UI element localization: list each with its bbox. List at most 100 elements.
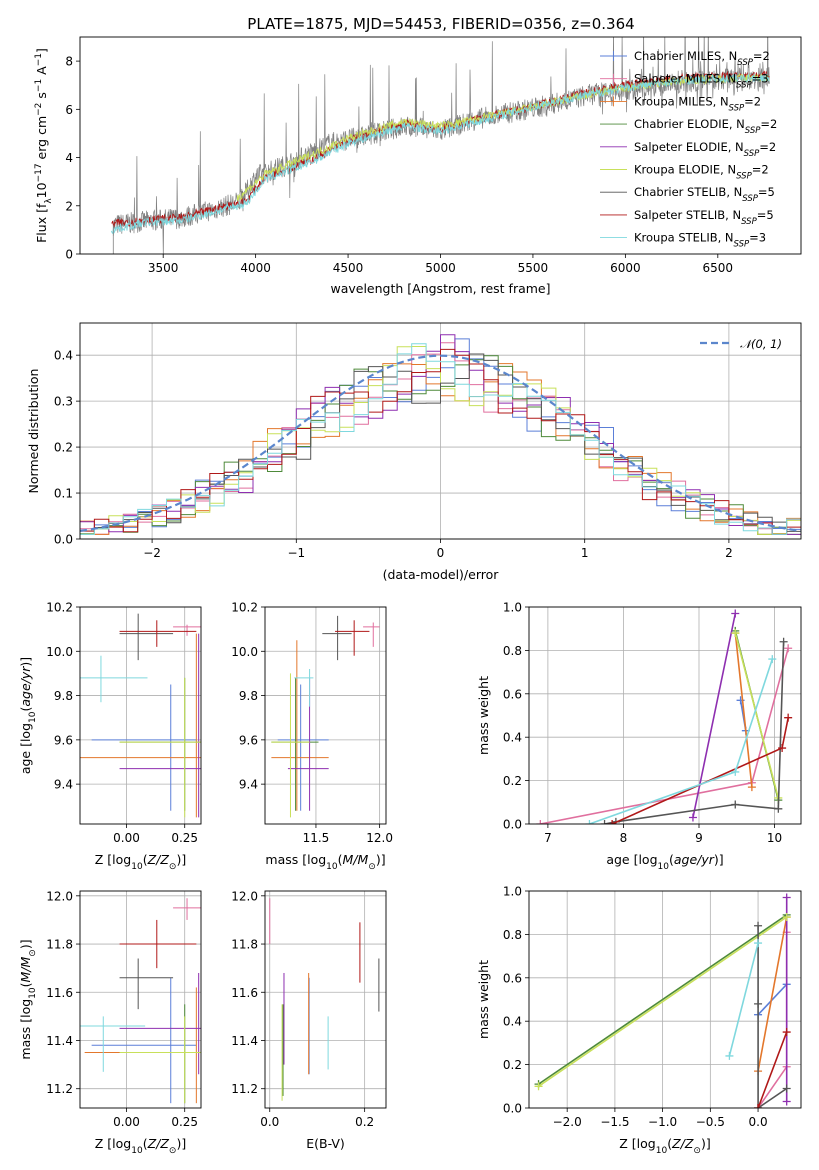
y-tick-label: 10.2: [46, 601, 73, 615]
x-tick-label: 0.00: [113, 1115, 140, 1129]
error-bar-point: [119, 613, 174, 661]
y-tick-label: 0.8: [503, 928, 522, 942]
mass-weight-marker: [782, 1028, 791, 1037]
legend-entry: 𝒩(0, 1): [740, 337, 782, 351]
mass-weight-series: [725, 939, 763, 1060]
y-tick-label: 1.0: [503, 601, 522, 615]
x-tick-label: 1: [581, 546, 589, 560]
legend-entry: Kroupa MILES, NSSP=2: [634, 94, 761, 113]
y-tick-label: 9.4: [239, 778, 258, 792]
y-tick-label: 0.8: [503, 644, 522, 658]
mass-weight-line: [757, 932, 788, 1108]
mass-weight-marker: [784, 713, 793, 722]
x-tick-label: 0.00: [113, 831, 140, 845]
y-tick-label: 10.0: [231, 645, 258, 659]
y-tick-label: 10.2: [231, 601, 258, 615]
x-tick-label: 2: [725, 546, 733, 560]
x-tick-label: 9: [695, 831, 703, 845]
y-tick-label: 12.0: [46, 889, 73, 903]
legend-entry: Salpeter STELIB, NSSP=5: [634, 208, 774, 227]
x-axis-label: E(B-V): [306, 1136, 345, 1151]
mass-weight-line: [734, 632, 753, 788]
y-tick-label: 0.2: [503, 774, 522, 788]
y-tick-label: 4: [65, 151, 73, 165]
y-tick-label: 1.0: [503, 885, 522, 899]
mass-weight-line: [589, 658, 774, 824]
error-bar-point: [271, 677, 319, 811]
error-bar-point: [335, 620, 370, 656]
mass-weight-marker: [768, 655, 777, 664]
y-tick-label: 11.6: [46, 986, 73, 1000]
mass-weight-series: [754, 980, 791, 1019]
y-tick-label: 2: [65, 199, 73, 213]
y-tick-label: 11.8: [231, 938, 258, 952]
grid-lines: [529, 606, 801, 825]
y-tick-label: 11.6: [231, 986, 258, 1000]
tick-labels: 11.5 12.0 9.4 9.6 9.8 10.0 10.2: [231, 601, 393, 846]
x-axis-label: Z [log10(Z/Z⊙)]: [95, 852, 186, 872]
y-tick-label: 11.2: [231, 1082, 258, 1096]
mass-weight-marker: [731, 629, 740, 638]
histogram-line: [80, 348, 801, 535]
mass-weight-marker: [585, 820, 594, 824]
plot-area: [536, 609, 793, 824]
error-bar-point: [173, 624, 201, 636]
mass-weight-series: [754, 921, 791, 1108]
x-axis-label: age [log10(age/yr)]: [606, 852, 723, 872]
grid-lines: [265, 606, 386, 824]
x-tick-label: −1: [287, 546, 305, 560]
mass-weight-marker: [779, 637, 788, 646]
y-tick-label: 9.4: [54, 778, 73, 792]
y-axis-label: Normed distribution: [26, 369, 41, 494]
y-tick-label: 12.0: [231, 889, 258, 903]
plot-frame: [528, 606, 802, 825]
y-tick-label: 0.2: [54, 441, 73, 455]
error-bar-point: [119, 677, 201, 818]
mass-weight-marker: [731, 609, 740, 618]
mass-weight-series: [585, 655, 777, 824]
error-bar-point: [277, 684, 329, 811]
grid-lines: [80, 891, 201, 1108]
legend: 𝒩(0, 1): [700, 337, 782, 351]
tick-labels: −2 −1 0 1 2 0.0 0.1 0.2 0.3 0.4: [54, 349, 733, 560]
legend: Chabrier MILES, NSSP=2 Salpeter MILES, NS…: [600, 49, 777, 250]
y-tick-label: 9.6: [239, 733, 258, 747]
plot-frame: [79, 606, 202, 825]
error-bar-point: [80, 1016, 146, 1072]
y-tick-label: 0.0: [54, 533, 73, 547]
y-tick-label: 0: [65, 248, 73, 262]
legend-entry: Chabrier MILES, NSSP=2: [634, 49, 770, 68]
mass-weight-series: [754, 928, 791, 1108]
mass-weight-line: [538, 916, 788, 1087]
error-bar-point: [363, 622, 380, 647]
mass-weight-marker: [600, 820, 609, 824]
figure-title: PLATE=1875, MJD=54453, FIBERID=0356, z=0…: [247, 15, 634, 33]
error-bar-point: [287, 677, 329, 811]
plot-frame: [264, 606, 387, 825]
mass-weight-marker: [782, 1084, 791, 1093]
legend-entry: Kroupa STELIB, NSSP=3: [634, 231, 766, 250]
legend-entry: Chabrier STELIB, NSSP=5: [634, 185, 775, 204]
x-tick-label: 12.0: [366, 831, 393, 845]
plot-frame: [528, 890, 802, 1109]
model-spectrum-line: [110, 72, 770, 235]
x-tick-label: −2: [143, 546, 161, 560]
y-tick-label: 0.0: [503, 818, 522, 832]
plot-area: [110, 37, 770, 254]
error-bar-point: [119, 919, 197, 969]
mass-weight-marker: [754, 999, 763, 1008]
x-axis-label: Z [log10(Z/Z⊙)]: [619, 1136, 710, 1156]
plot-area: [534, 893, 791, 1108]
y-axis-label: age [log10(age/yr)]: [18, 657, 38, 774]
x-axis-label: (data-model)/error: [383, 567, 500, 582]
mass-weight-marker: [782, 1097, 791, 1106]
x-tick-label: 0.0: [749, 1115, 768, 1129]
mass-weight-series: [782, 893, 791, 1106]
x-axis-label: mass [log10(M/M⊙)]: [265, 852, 385, 872]
grid-lines: [80, 606, 201, 824]
x-tick-label: 5500: [518, 261, 549, 275]
error-bar-point: [119, 677, 201, 811]
tick-labels: 0.0 0.2 11.2 11.4 11.6 11.8 12.0: [231, 889, 374, 1129]
y-tick-label: 6: [65, 103, 73, 117]
